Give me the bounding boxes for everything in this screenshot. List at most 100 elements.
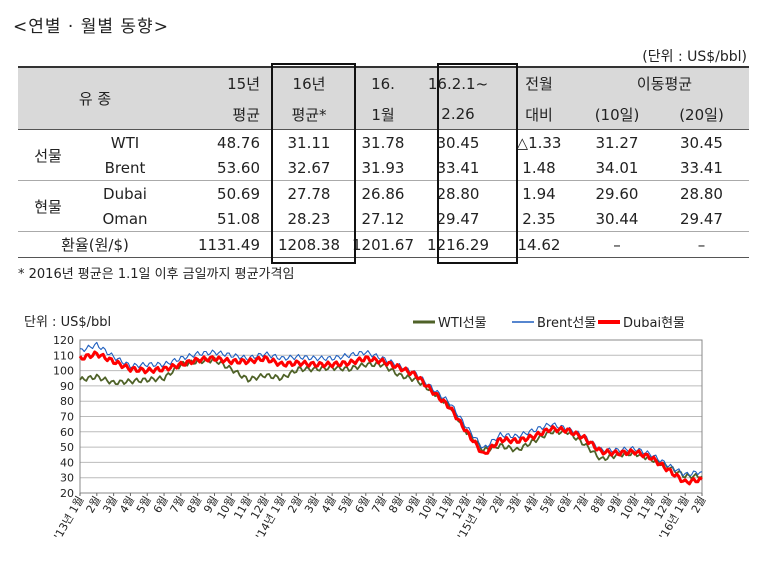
cell: △1.33 — [516, 133, 562, 152]
header-feb: 16.2.1~ — [418, 67, 498, 99]
chart-unit-label: 단위 : US$/bbl — [24, 315, 112, 330]
y-tick-label: 90 — [60, 380, 74, 393]
x-tick-label: 6월 — [151, 494, 171, 515]
row-name: Dubai — [103, 184, 147, 203]
row-name: Brent — [104, 158, 146, 177]
y-tick-label: 70 — [60, 411, 74, 424]
cell: 32.67 — [287, 158, 331, 177]
cell: – — [613, 235, 621, 254]
group-spot: 현물 — [34, 197, 62, 216]
header-prev-sub: 대비 — [498, 99, 580, 130]
cell: 1216.29 — [426, 235, 490, 254]
header-15-sub: 평균 — [172, 99, 270, 130]
y-tick-label: 50 — [60, 441, 74, 454]
cell: 28.80 — [680, 184, 723, 203]
cell: 1.94 — [522, 184, 556, 203]
x-tick-label: 7월 — [168, 494, 188, 515]
cell: 1.48 — [522, 158, 556, 177]
y-tick-label: 110 — [53, 349, 74, 362]
cell: 26.86 — [361, 184, 405, 203]
cell: 28.80 — [436, 184, 480, 203]
cell: 1131.49 — [197, 235, 260, 254]
x-tick-label: 8월 — [184, 494, 204, 515]
cell: 31.27 — [595, 133, 639, 152]
header-ma10: (10일) — [580, 99, 654, 130]
section-title: <연별 · 월별 동향> — [13, 17, 169, 37]
x-tick-label: 4월 — [117, 494, 137, 515]
y-tick-label: 40 — [60, 456, 74, 469]
unit-label: (단위 : US$/bbl) — [642, 49, 747, 65]
cell: 30.45 — [680, 133, 723, 152]
cell: 31.93 — [361, 158, 405, 177]
fx-row-name: 환율(원/$) — [61, 236, 129, 254]
cell: 14.62 — [517, 235, 561, 254]
cell: 30.45 — [436, 133, 480, 152]
cell: 30.44 — [595, 209, 639, 228]
legend-label: WTI선물 — [438, 316, 487, 331]
x-tick-label: 2월 — [487, 494, 507, 515]
x-tick-label: 4월 — [521, 494, 541, 515]
cell: 51.08 — [217, 209, 260, 228]
cell: 29.47 — [436, 209, 480, 228]
cell: 50.69 — [217, 184, 260, 203]
footnote: * 2016년 평균은 1.1일 이후 금일까지 평균가격임 — [18, 267, 295, 282]
cell: 28.23 — [287, 209, 331, 228]
x-tick-label: 3월 — [504, 494, 524, 515]
legend-label: Dubai현물 — [623, 316, 685, 331]
series-line-dubai — [78, 350, 703, 486]
header-product: 유 종 — [18, 67, 172, 130]
x-tick-label: 5월 — [537, 494, 557, 515]
x-tick-label: 7월 — [571, 494, 591, 515]
cell: 34.01 — [595, 158, 639, 177]
x-tick-label: 2월 — [84, 494, 104, 515]
x-tick-label: 8월 — [386, 494, 406, 515]
header-jan-sub: 1월 — [348, 99, 418, 130]
header-ma20: (20일) — [654, 99, 749, 130]
header-feb-sub: 2.26 — [418, 99, 498, 130]
header-16-sub: 평균* — [270, 99, 348, 130]
cell: 48.76 — [217, 133, 260, 152]
header-jan: 16. — [348, 67, 418, 99]
x-tick-label: 5월 — [336, 494, 356, 515]
cell: – — [697, 235, 706, 254]
x-tick-label: '13년 1월 — [51, 494, 86, 542]
plot-frame — [79, 339, 703, 494]
x-tick-label: 4월 — [319, 494, 339, 515]
y-tick-label: 20 — [60, 487, 74, 500]
x-tick-label: 3월 — [100, 494, 120, 515]
legend-label: Brent선물 — [537, 316, 596, 331]
cell: 1208.38 — [277, 235, 341, 254]
y-tick-label: 30 — [60, 472, 74, 485]
group-futures: 선물 — [34, 146, 62, 165]
cell: 2.35 — [522, 209, 556, 228]
cell: 31.78 — [361, 133, 405, 152]
x-tick-label: 7월 — [369, 494, 389, 515]
cell: 53.60 — [217, 158, 260, 177]
x-tick-label: 2월 — [689, 494, 709, 515]
y-tick-label: 120 — [53, 334, 74, 347]
cell: 31.11 — [287, 133, 331, 152]
x-tick-label: 5월 — [134, 494, 154, 515]
x-tick-label: 3월 — [302, 494, 322, 515]
x-tick-label: 8월 — [588, 494, 608, 515]
y-tick-label: 100 — [53, 365, 74, 378]
cell: 1201.67 — [351, 235, 415, 254]
header-prev: 전월 — [498, 67, 580, 99]
y-tick-label: 80 — [60, 395, 74, 408]
cell: 33.41 — [680, 158, 723, 177]
x-tick-label: 6월 — [353, 494, 373, 515]
x-tick-label: 6월 — [554, 494, 574, 515]
cell: 29.60 — [595, 184, 639, 203]
cell: 27.12 — [361, 209, 405, 228]
series-line-wti — [79, 356, 703, 480]
header-15: 15년 — [172, 67, 270, 99]
cell: 29.47 — [680, 209, 723, 228]
row-name: WTI — [110, 133, 140, 152]
header-ma: 이동평균 — [580, 67, 749, 99]
price-table: 유 종 15년 16년 16. 16.2.1~ 전월 이동평균 평균 평균* 1… — [18, 66, 749, 258]
y-tick-label: 60 — [60, 426, 74, 439]
x-tick-label: 2월 — [285, 494, 305, 515]
header-16: 16년 — [270, 67, 348, 99]
cell: 27.78 — [287, 184, 331, 203]
